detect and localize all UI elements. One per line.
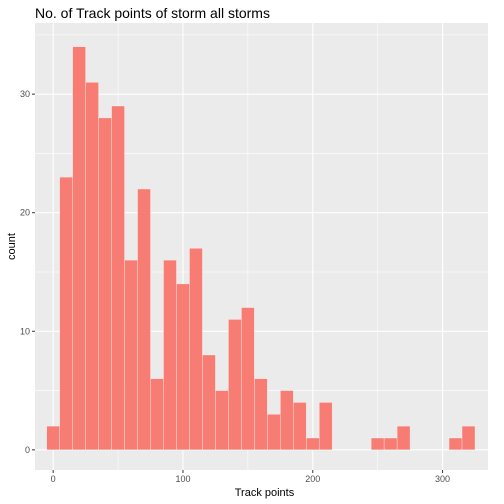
histogram-bar [241,307,255,451]
histogram-bar [228,319,242,451]
grid-major [35,23,488,470]
histogram-bar [137,188,151,451]
histogram-bar [72,46,86,451]
y-tick-label: 0 [25,445,30,455]
x-axis-title: Track points [235,487,295,499]
y-axis: 0 10 20 30 [20,89,35,455]
histogram-bar [189,247,203,451]
histogram-bar [370,437,385,451]
bars [46,46,476,451]
y-axis-title: count [6,233,18,260]
histogram-bar [280,390,294,451]
histogram-bar [293,402,307,451]
x-tick-label: 200 [305,474,320,484]
histogram-bar [85,81,99,451]
histogram-bar [254,378,268,451]
y-tick-label: 20 [20,208,30,218]
histogram-bar [163,259,177,451]
histogram-bar [396,425,411,451]
x-axis: 0 100 200 300 [51,470,450,484]
histogram-bar [383,437,398,451]
histogram-bar [305,437,320,451]
histogram-bar [46,425,60,451]
histogram-bar [448,437,463,451]
y-tick-label: 10 [20,326,30,336]
histogram-bar [150,378,164,451]
x-tick-label: 0 [51,474,56,484]
histogram-bar [215,390,229,451]
histogram-bar [202,354,216,451]
histogram-bar [461,425,476,451]
histogram-bar [59,176,73,451]
histogram-bar [111,105,125,451]
x-tick-label: 100 [175,474,190,484]
y-tick-label: 30 [20,89,30,99]
histogram-bar [318,402,333,451]
histogram-bar [124,259,138,451]
histogram-bar [176,283,190,451]
x-tick-label: 300 [435,474,450,484]
histogram-bar [267,413,281,451]
histogram-bar [98,117,112,451]
chart-title: No. of Track points of storm all storms [35,5,270,21]
